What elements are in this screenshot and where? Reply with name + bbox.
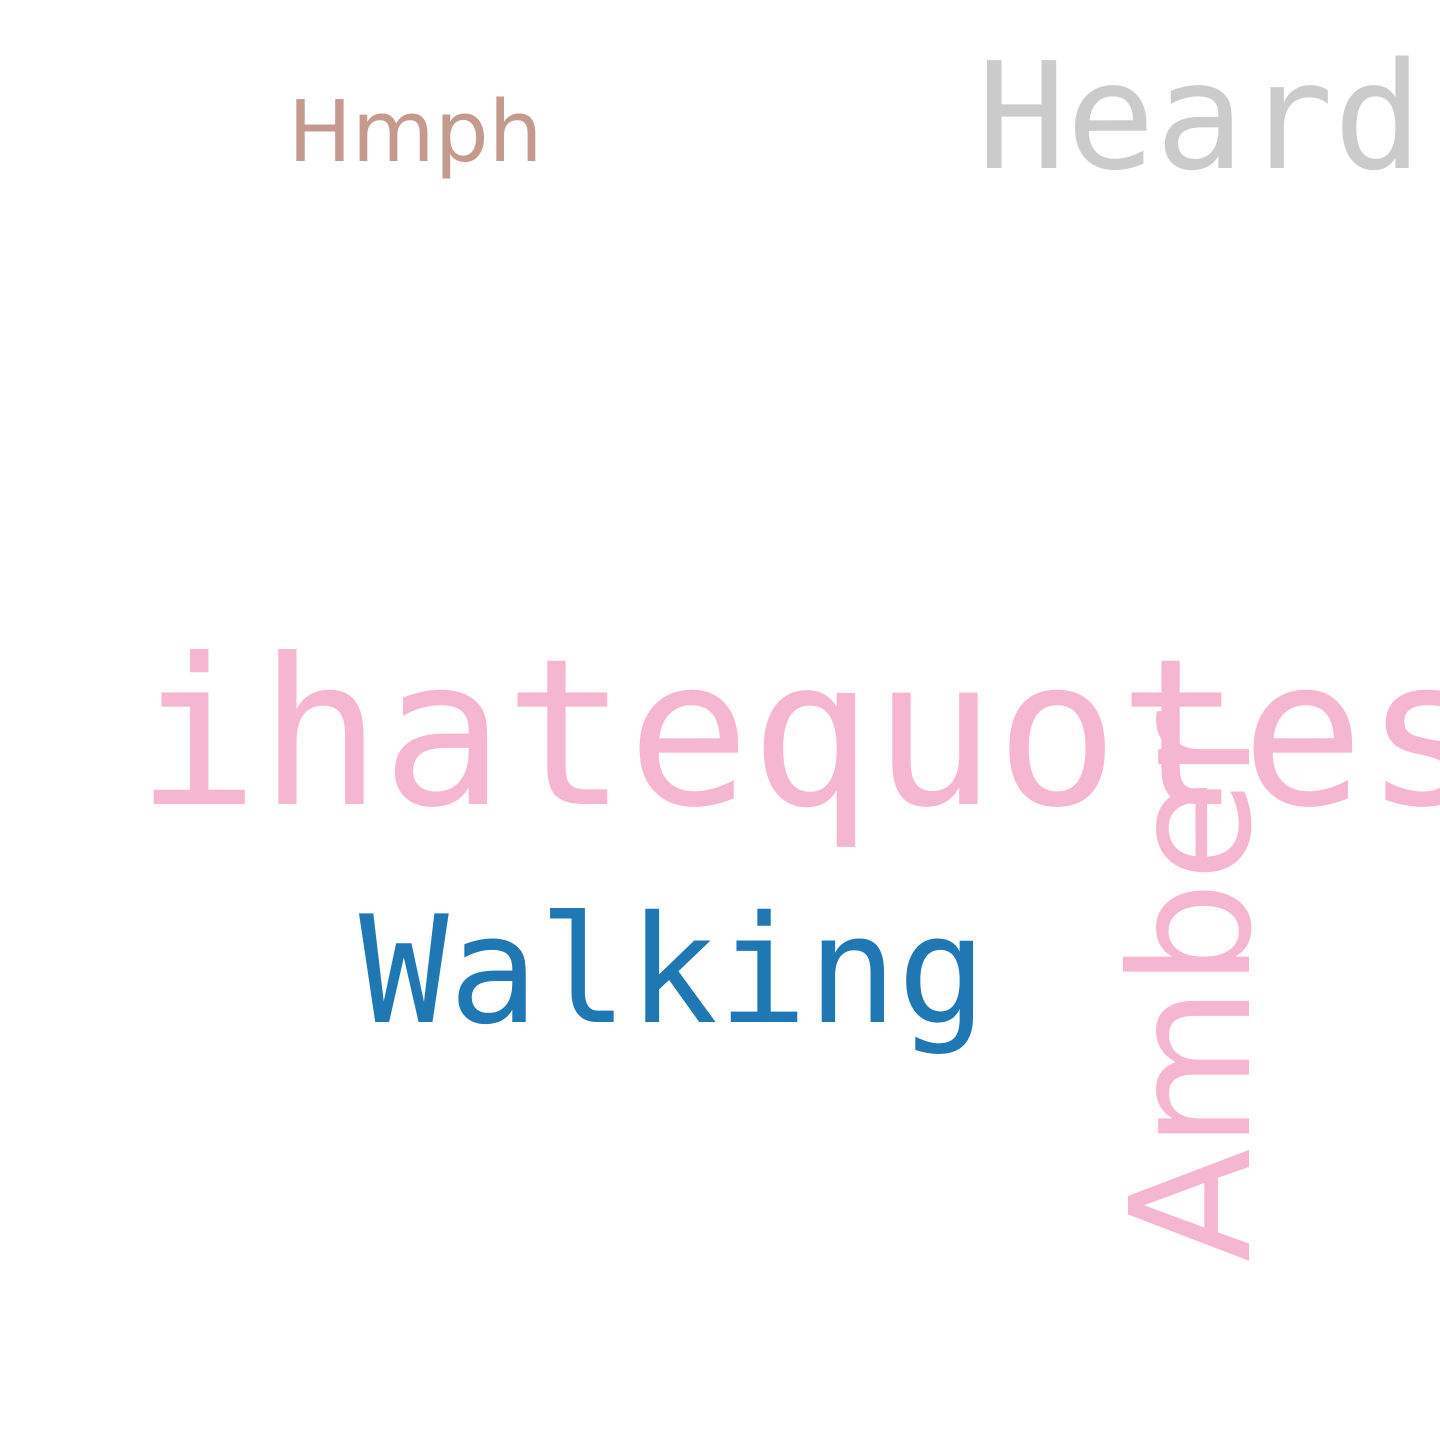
word-ihatequotes: ihatequotes [136, 616, 1440, 853]
word-hmph: Hmph [288, 83, 543, 182]
word-walking: Walking [359, 885, 987, 1058]
word-amber: Amber [1096, 710, 1289, 1262]
word-heard: Heard [977, 31, 1423, 203]
